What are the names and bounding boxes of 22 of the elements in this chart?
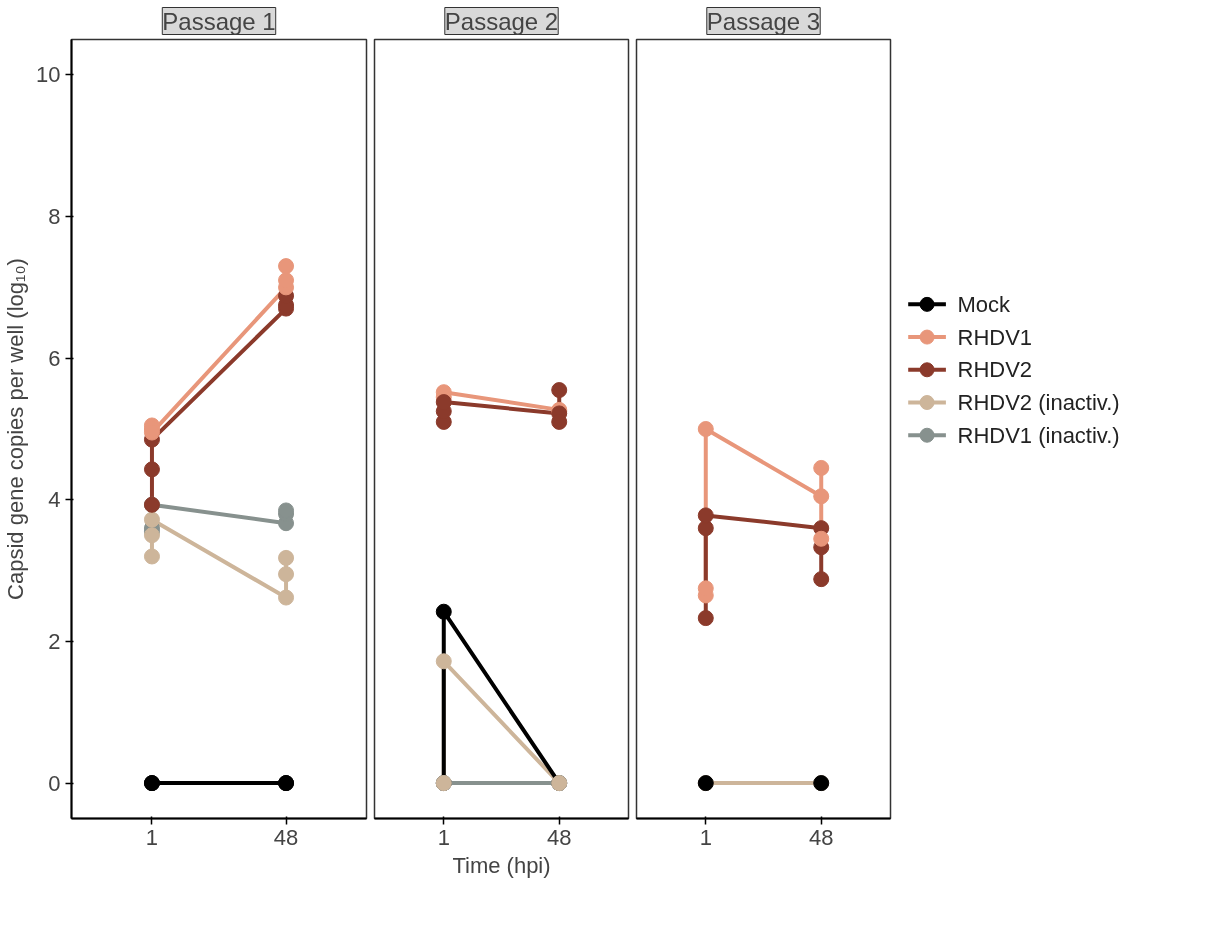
x-tick-label: 1	[145, 824, 159, 850]
chart-title: Passage 2	[444, 7, 559, 35]
x-axis-title: Time (hpi)	[452, 852, 551, 878]
y-tick-label: 2	[48, 628, 61, 654]
y-tick-label: 8	[48, 204, 61, 230]
x-tick-label: 1	[437, 824, 450, 850]
x-tick-label: 48	[808, 824, 834, 850]
legend-label: RHDV1 (inactiv.)	[957, 422, 1120, 448]
x-tick-label: 48	[546, 824, 572, 850]
y-tick-label: 0	[48, 770, 61, 796]
y-axis-title: Capsid gene copies per well (log₁₀)	[3, 258, 29, 600]
legend-label: RHDV2	[957, 357, 1033, 383]
x-tick-label: 1	[699, 824, 712, 850]
chart-title: Passage 3	[706, 7, 821, 35]
legend-label: Mock	[957, 291, 1012, 317]
y-tick-label: 6	[48, 345, 61, 371]
y-tick-label: 4	[48, 487, 61, 513]
legend-label: RHDV1	[957, 324, 1033, 350]
chart-title: Passage 1	[162, 7, 276, 35]
x-tick-label: 48	[273, 824, 299, 850]
y-tick-label: 10	[36, 62, 61, 88]
legend-label: RHDV2 (inactiv.)	[957, 390, 1120, 416]
